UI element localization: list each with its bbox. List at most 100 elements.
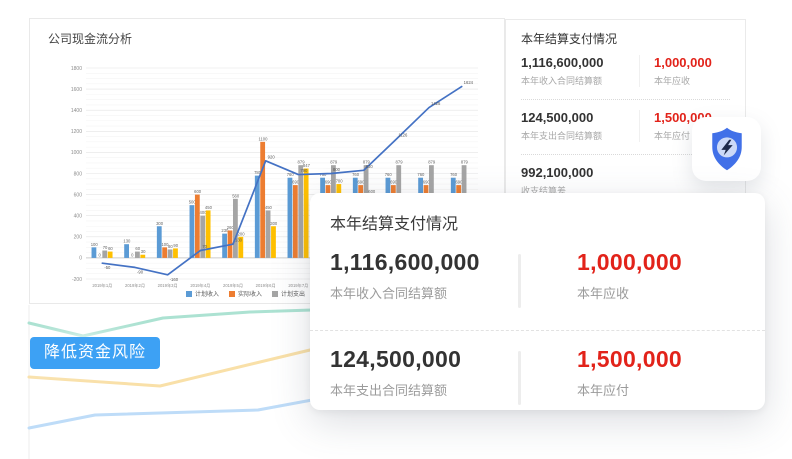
svg-text:2019年1月: 2019年1月 bbox=[92, 282, 112, 289]
svg-text:760: 760 bbox=[319, 172, 327, 177]
svg-text:790: 790 bbox=[300, 168, 308, 173]
popup-payable-value: 1,500,000 bbox=[577, 346, 683, 372]
svg-text:130: 130 bbox=[235, 238, 243, 243]
svg-text:800: 800 bbox=[333, 167, 341, 172]
svg-text:690: 690 bbox=[390, 180, 398, 185]
popup-income-settled-value: 1,116,600,000 bbox=[330, 249, 480, 275]
panel-cell-balance: 992,100,000 收支结算差 bbox=[521, 165, 639, 197]
svg-text:760: 760 bbox=[385, 172, 393, 177]
svg-text:2019年4月: 2019年4月 bbox=[190, 282, 210, 289]
svg-text:80: 80 bbox=[168, 244, 173, 249]
svg-text:600: 600 bbox=[74, 192, 83, 198]
svg-text:560: 560 bbox=[232, 193, 240, 198]
popup-row-income: 1,116,600,000 本年收入合同结算额 1,000,000 本年应收 bbox=[310, 234, 765, 308]
svg-text:400: 400 bbox=[74, 214, 83, 220]
svg-text:600: 600 bbox=[368, 189, 376, 194]
svg-text:100: 100 bbox=[161, 242, 169, 247]
svg-text:1400: 1400 bbox=[71, 108, 82, 114]
svg-text:300: 300 bbox=[270, 221, 278, 226]
svg-text:879: 879 bbox=[363, 160, 371, 165]
legend-item: 实际收入 bbox=[228, 289, 262, 298]
svg-text:1100: 1100 bbox=[258, 136, 268, 141]
svg-text:-90: -90 bbox=[137, 269, 144, 274]
svg-text:1600: 1600 bbox=[71, 87, 82, 93]
svg-text:920: 920 bbox=[268, 154, 276, 159]
panel-cell-receivable: 1,000,000 本年应收 bbox=[639, 55, 730, 87]
svg-text:60: 60 bbox=[135, 246, 140, 251]
risk-shield-card[interactable] bbox=[692, 117, 761, 181]
panel-row-income: 1,116,600,000 本年收入合同结算额 1,000,000 本年应收 bbox=[506, 55, 745, 93]
svg-text:879: 879 bbox=[330, 160, 338, 165]
svg-text:100: 100 bbox=[91, 242, 99, 247]
income-settled-label: 本年收入合同结算额 bbox=[521, 76, 603, 86]
settlement-popup: 本年结算支付情况 1,116,600,000 本年收入合同结算额 1,000,0… bbox=[310, 193, 765, 410]
svg-text:2019年6月: 2019年6月 bbox=[256, 282, 276, 289]
svg-text:-160: -160 bbox=[170, 277, 179, 282]
popup-cell-payable: 1,500,000 本年应付 bbox=[521, 346, 745, 399]
svg-text:260: 260 bbox=[227, 225, 235, 230]
svg-text:60: 60 bbox=[108, 246, 113, 251]
svg-text:0: 0 bbox=[98, 252, 101, 257]
svg-text:690: 690 bbox=[455, 180, 463, 185]
receivable-label: 本年应收 bbox=[654, 76, 691, 86]
svg-text:2019年5月: 2019年5月 bbox=[223, 282, 243, 289]
background-blue-line bbox=[27, 398, 314, 430]
svg-text:2019年2月: 2019年2月 bbox=[125, 282, 145, 289]
risk-badge[interactable]: 降低资金风险 bbox=[30, 337, 161, 369]
svg-text:879: 879 bbox=[428, 160, 436, 165]
svg-text:-50: -50 bbox=[104, 265, 111, 270]
svg-text:760: 760 bbox=[287, 172, 295, 177]
popup-income-settled-label: 本年收入合同结算额 bbox=[330, 286, 448, 301]
popup-vertical-divider bbox=[518, 351, 521, 405]
svg-text:230: 230 bbox=[221, 228, 229, 233]
svg-text:879: 879 bbox=[396, 160, 404, 165]
panel-divider bbox=[521, 154, 730, 155]
svg-text:760: 760 bbox=[417, 172, 425, 177]
svg-text:760: 760 bbox=[352, 172, 360, 177]
svg-text:690: 690 bbox=[357, 180, 365, 185]
svg-text:450: 450 bbox=[205, 205, 213, 210]
risk-badge-label: 降低资金风险 bbox=[44, 344, 147, 361]
svg-text:700: 700 bbox=[336, 179, 344, 184]
svg-text:879: 879 bbox=[461, 160, 469, 165]
chart-title: 公司现金流分析 bbox=[48, 32, 133, 46]
panel-row-balance: 992,100,000 收支结算差 bbox=[506, 165, 745, 203]
svg-text:879: 879 bbox=[298, 160, 306, 165]
svg-text:690: 690 bbox=[292, 180, 300, 185]
svg-text:90: 90 bbox=[173, 243, 178, 248]
legend-swatch bbox=[228, 290, 235, 297]
svg-text:1126: 1126 bbox=[398, 133, 408, 138]
popup-expense-settled-value: 124,500,000 bbox=[330, 346, 462, 372]
popup-payable-label: 本年应付 bbox=[577, 383, 630, 398]
svg-text:1000: 1000 bbox=[71, 150, 82, 156]
receivable-value: 1,000,000 bbox=[654, 55, 712, 70]
svg-text:400: 400 bbox=[200, 210, 208, 215]
svg-text:690: 690 bbox=[325, 180, 333, 185]
legend-item: 计划收入 bbox=[185, 289, 219, 298]
background-yellow-line bbox=[27, 348, 312, 388]
panel-divider bbox=[521, 99, 730, 100]
panel-title: 本年结算支付情况 bbox=[521, 32, 618, 46]
svg-text:1200: 1200 bbox=[71, 129, 82, 135]
payable-label: 本年应付 bbox=[654, 131, 691, 141]
svg-text:500: 500 bbox=[189, 200, 197, 205]
svg-text:2019年7月: 2019年7月 bbox=[288, 282, 308, 289]
svg-text:780: 780 bbox=[254, 170, 262, 175]
svg-text:800: 800 bbox=[74, 171, 83, 177]
svg-text:600: 600 bbox=[194, 189, 202, 194]
svg-text:690: 690 bbox=[423, 180, 431, 185]
popup-cell-expense-settled: 124,500,000 本年支出合同结算额 bbox=[330, 346, 518, 399]
svg-text:1624: 1624 bbox=[464, 80, 474, 85]
svg-text:0: 0 bbox=[131, 252, 134, 257]
income-settled-value: 1,116,600,000 bbox=[521, 55, 604, 70]
balance-label: 收支结算差 bbox=[521, 186, 567, 196]
svg-text:847: 847 bbox=[303, 163, 311, 168]
popup-receivable-label: 本年应收 bbox=[577, 286, 630, 301]
popup-expense-settled-label: 本年支出合同结算额 bbox=[330, 383, 448, 398]
balance-value: 992,100,000 bbox=[521, 165, 594, 180]
expense-settled-label: 本年支出合同结算额 bbox=[521, 131, 603, 141]
svg-text:830: 830 bbox=[366, 164, 374, 169]
legend-item: 计划支出 bbox=[272, 289, 305, 298]
